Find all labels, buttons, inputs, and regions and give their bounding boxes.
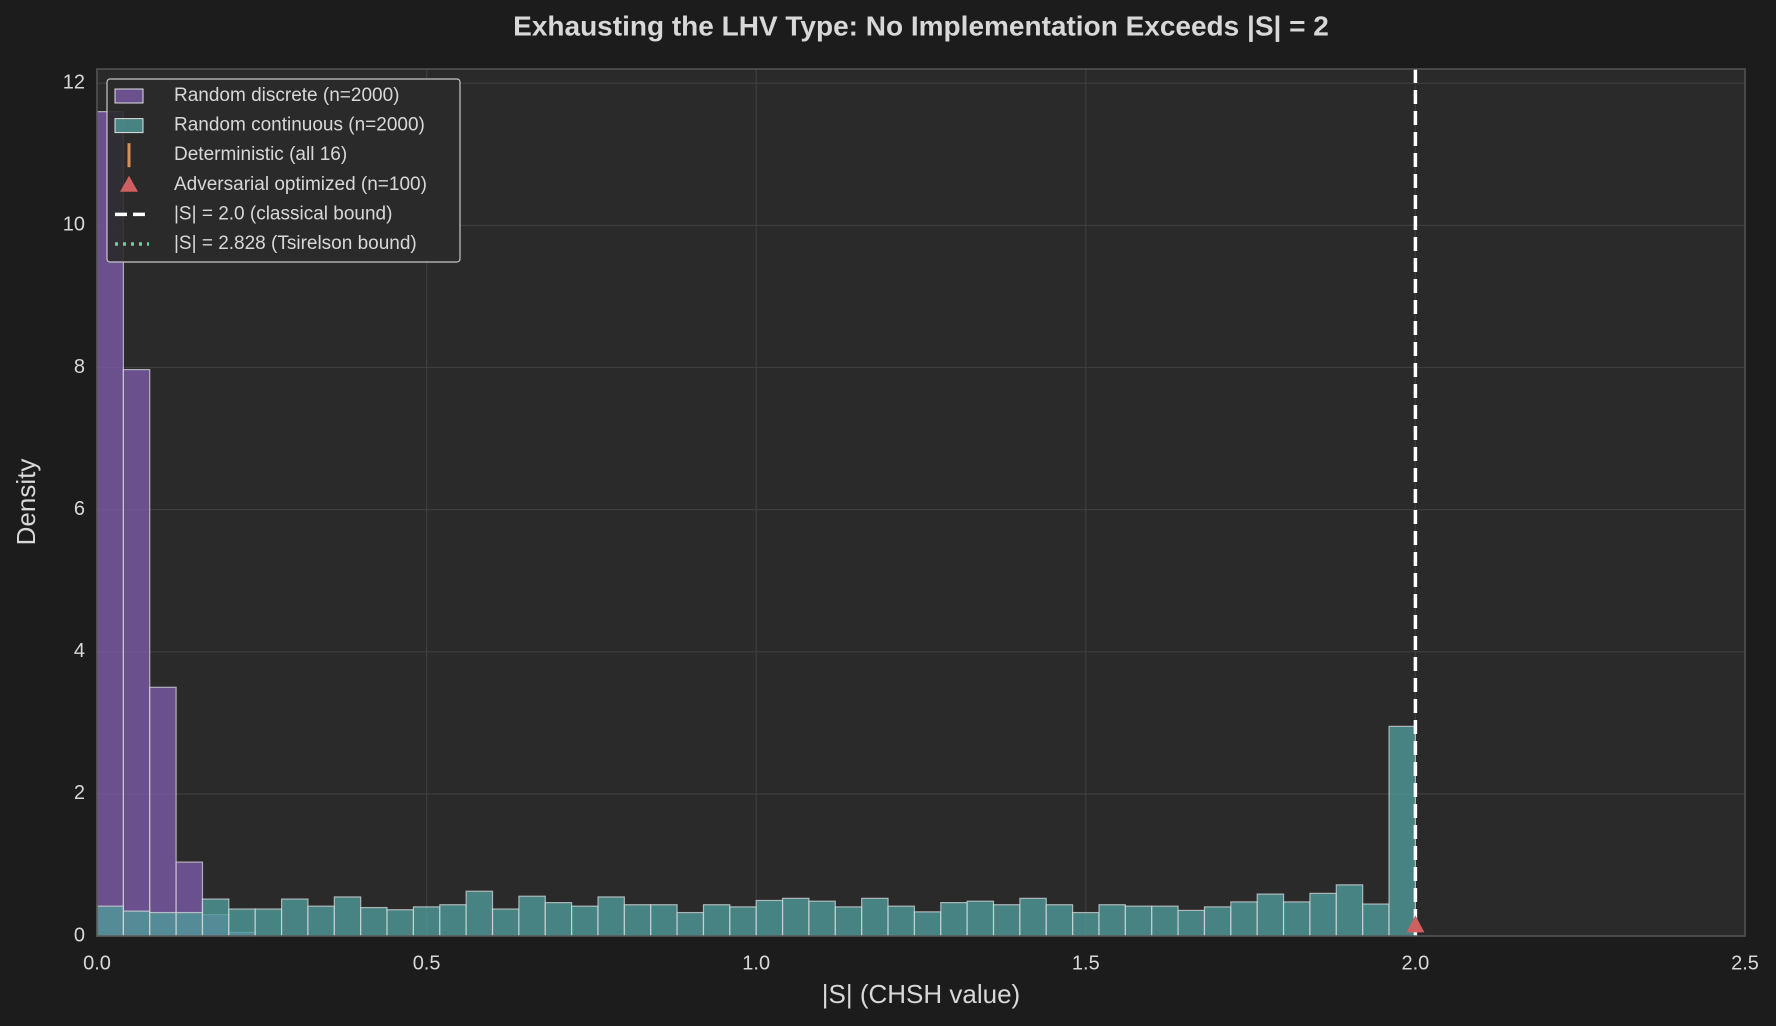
histogram-bar — [1309, 892, 1337, 937]
chart-title: Exhausting the LHV Type: No Implementati… — [513, 10, 1329, 41]
x-tick-label: 0.0 — [83, 952, 111, 974]
y-tick-label: 0 — [74, 924, 85, 946]
histogram-bar — [1177, 909, 1206, 937]
histogram-bar — [544, 901, 573, 937]
legend-label: Adversarial optimized (n=100) — [174, 174, 427, 195]
histogram-bar — [1151, 905, 1179, 937]
histogram-bar — [1019, 897, 1047, 937]
legend-label: |S| = 2.0 (classical bound) — [174, 203, 392, 224]
histogram-bar — [755, 899, 784, 937]
histogram-bar — [333, 896, 362, 937]
histogram-bar — [149, 911, 177, 937]
histogram-bar — [623, 904, 652, 937]
histogram-bar — [1230, 901, 1258, 937]
histogram-bar — [940, 901, 968, 937]
histogram-bar — [1362, 903, 1390, 937]
legend-label: Deterministic (all 16) — [174, 144, 347, 165]
histogram-bar — [834, 906, 863, 937]
histogram-bar — [1335, 884, 1364, 937]
x-tick-label: 1.0 — [742, 952, 770, 974]
y-tick-label: 10 — [63, 214, 85, 236]
histogram-bar — [913, 911, 942, 937]
legend-label: |S| = 2.828 (Tsirelson bound) — [174, 233, 417, 254]
histogram-bar — [412, 906, 441, 937]
histogram-bar — [1124, 905, 1153, 937]
histogram-bar — [439, 904, 467, 937]
histogram-bar — [676, 911, 705, 937]
histogram-bar — [228, 908, 256, 937]
legend-label: Random discrete (n=2000) — [174, 85, 400, 106]
legend-swatch — [114, 118, 144, 134]
x-tick-label: 2.5 — [1731, 952, 1759, 974]
y-tick-label: 6 — [74, 498, 85, 520]
histogram-bar — [465, 890, 494, 937]
x-tick-label: 1.5 — [1072, 952, 1100, 974]
histogram-bar — [307, 905, 335, 937]
y-tick-label: 8 — [74, 356, 85, 378]
histogram-bar — [518, 895, 546, 937]
x-axis-label: |S| (CHSH value) — [822, 979, 1020, 1009]
y-axis-label: Density — [11, 459, 41, 546]
histogram-bar — [702, 904, 731, 937]
histogram-bar — [201, 898, 230, 937]
histogram-bar — [1045, 904, 1074, 937]
histogram-bar — [386, 909, 415, 937]
histogram-bar — [966, 900, 995, 937]
histogram-bar — [887, 905, 916, 937]
histogram-bar — [597, 896, 625, 937]
histogram-bar — [1282, 901, 1311, 937]
histogram-bar — [650, 904, 678, 937]
histogram-bar — [122, 910, 151, 937]
histogram-bar — [729, 906, 757, 937]
histogram-bar — [1072, 911, 1100, 937]
histogram-bar — [280, 898, 309, 937]
x-tick-label: 0.5 — [413, 952, 441, 974]
histogram-bar — [781, 897, 810, 937]
legend-swatch — [114, 88, 144, 104]
histogram-bar — [360, 906, 388, 937]
legend-box — [106, 78, 461, 263]
y-tick-label: 4 — [74, 640, 85, 662]
histogram-bar — [491, 908, 520, 937]
histogram-bar — [861, 897, 889, 937]
adversarial-marker — [1406, 915, 1425, 933]
histogram-bar — [96, 905, 124, 937]
y-tick-label: 2 — [74, 782, 85, 804]
x-tick-label: 2.0 — [1401, 952, 1429, 974]
legend-swatch — [120, 175, 138, 192]
histogram-bar — [175, 911, 204, 937]
histogram-bar — [254, 908, 283, 937]
y-tick-label: 12 — [63, 71, 85, 93]
histogram-bar — [571, 905, 599, 937]
histogram-bar — [1388, 725, 1416, 937]
histogram-bar — [149, 686, 177, 937]
legend: Random discrete (n=2000) Random continuou… — [106, 78, 461, 263]
histogram-bar — [992, 904, 1021, 937]
legend-label: Random continuous (n=2000) — [174, 115, 425, 136]
histogram-bar — [122, 369, 151, 937]
histogram-bar — [1256, 893, 1285, 937]
histogram-bar — [1203, 906, 1232, 937]
plot-border — [96, 68, 1746, 937]
histogram-bar — [808, 900, 836, 937]
histogram-bar — [1098, 904, 1126, 937]
